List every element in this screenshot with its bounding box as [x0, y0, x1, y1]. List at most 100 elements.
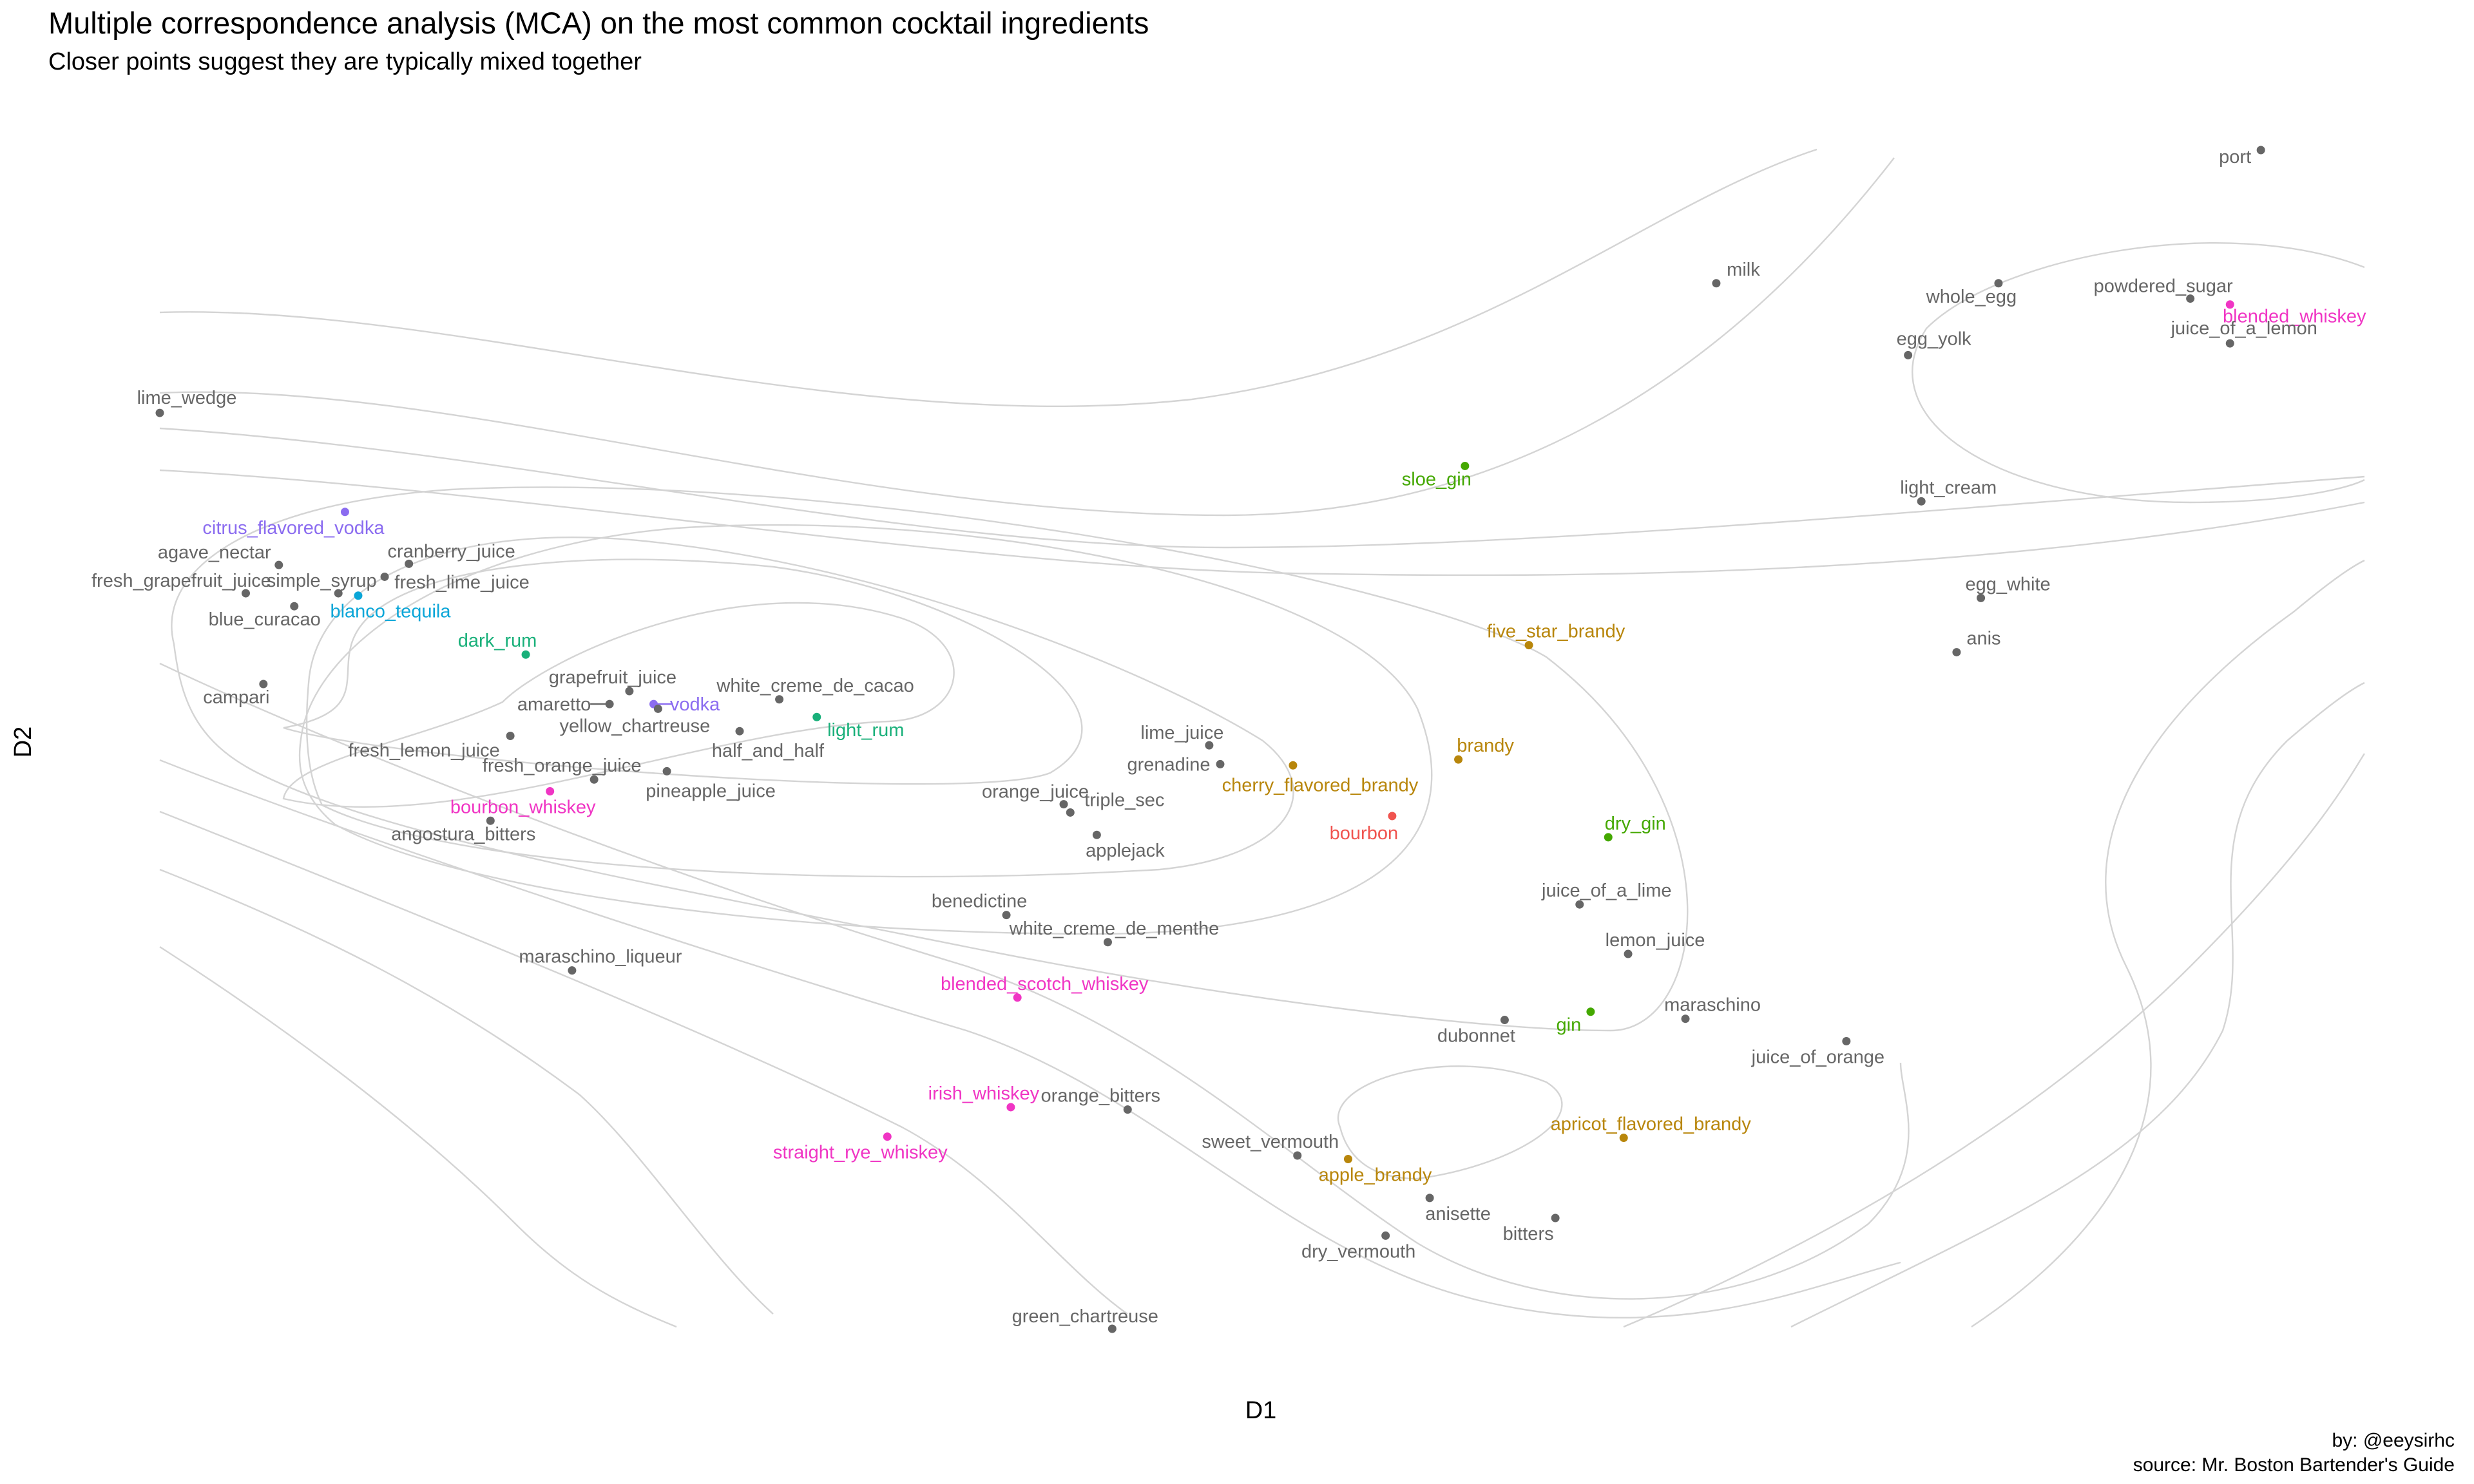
- point-apricot-flavored-brandy: apricot_flavored_brandy: [1551, 1114, 1751, 1143]
- point-label: sloe_gin: [1402, 469, 1472, 490]
- points-layer: port milk whole_egg powdered_sugar blended_w…: [91, 146, 2366, 1333]
- point-maraschino: maraschino: [1664, 995, 1761, 1023]
- chart-subtitle: Closer points suggest they are typically…: [48, 48, 642, 75]
- contour-line: [159, 157, 1895, 517]
- point-marker: [274, 560, 283, 569]
- point-label: juice_of_a_lime: [1541, 880, 1672, 901]
- point-lime-wedge: lime_wedge: [137, 388, 236, 417]
- point-marker: [1712, 279, 1721, 288]
- point-marker: [735, 727, 744, 736]
- point-label: irish_whiskey: [928, 1083, 1040, 1104]
- point-label: maraschino_liqueur: [519, 947, 682, 967]
- contour-line: [159, 759, 1901, 1319]
- point-label: light_cream: [1900, 477, 1997, 498]
- point-label: anisette: [1425, 1204, 1491, 1224]
- point-marker: [605, 699, 614, 709]
- point-label: orange_bitters: [1041, 1086, 1160, 1107]
- point-light-cream: light_cream: [1900, 477, 1997, 506]
- point-label: pineapple_juice: [646, 781, 776, 801]
- point-marker: [290, 602, 299, 611]
- caption-source: source: Mr. Boston Bartender's Guide: [2133, 1454, 2455, 1476]
- point-juice-of-a-lime: juice_of_a_lime: [1541, 880, 1672, 909]
- point-marker: [1013, 993, 1022, 1002]
- point-simple-syrup: simple_syrup: [267, 571, 377, 598]
- point-label: egg_white: [1965, 574, 2050, 595]
- point-label: bourbon_whiskey: [450, 797, 596, 818]
- point-marker: [1461, 461, 1470, 470]
- point-marker: [1575, 900, 1584, 909]
- point-light-rum: light_rum: [812, 712, 904, 741]
- point-amaretto: amaretto: [517, 694, 614, 715]
- point-marker: [486, 816, 495, 825]
- point-label: sweet_vermouth: [1202, 1132, 1339, 1152]
- point-marker: [155, 408, 164, 417]
- point-sloe-gin: sloe_gin: [1402, 461, 1472, 490]
- contour-line: [1971, 559, 2365, 1327]
- point-label: citrus_flavored_vodka: [202, 518, 385, 538]
- point-label: applejack: [1086, 841, 1165, 861]
- point-label: yellow_chartreuse: [560, 716, 711, 736]
- point-dubonnet: dubonnet: [1437, 1016, 1515, 1047]
- point-fresh-lemon-juice: fresh_lemon_juice: [348, 732, 515, 761]
- point-label: blended_scotch_whiskey: [941, 974, 1149, 994]
- contour-line: [298, 524, 1433, 935]
- point-egg-yolk: egg_yolk: [1897, 328, 1971, 359]
- caption-author: by: @eeysirhc: [2332, 1430, 2455, 1451]
- point-marker: [354, 591, 363, 600]
- point-label: dubonnet: [1437, 1026, 1515, 1047]
- point-five-star-brandy: five_star_brandy: [1487, 622, 1625, 650]
- point-label: maraschino: [1664, 995, 1761, 1016]
- contour-line: [1338, 1065, 1563, 1180]
- point-marker: [1917, 497, 1926, 506]
- point-bourbon: bourbon: [1330, 812, 1398, 844]
- point-irish-whiskey: irish_whiskey: [928, 1083, 1040, 1112]
- point-sweet-vermouth: sweet_vermouth: [1202, 1132, 1339, 1160]
- point-marker: [506, 732, 515, 741]
- point-juice-of-orange: juice_of_orange: [1751, 1036, 1884, 1067]
- point-anisette: anisette: [1425, 1194, 1491, 1224]
- point-marker: [1002, 911, 1011, 920]
- point-marker: [2256, 146, 2265, 155]
- x-axis-title: D1: [1245, 1397, 1277, 1424]
- point-cherry-flavored-brandy: cherry_flavored_brandy: [1222, 761, 1419, 795]
- point-dark-rum: dark_rum: [458, 631, 537, 659]
- point-fresh-grapefruit-juice: fresh_grapefruit_juice: [91, 571, 271, 598]
- contour-line: [159, 946, 677, 1328]
- point-marker: [1092, 830, 1101, 839]
- point-bourbon-whiskey: bourbon_whiskey: [450, 787, 596, 818]
- point-marker: [1425, 1194, 1434, 1203]
- point-label: light_rum: [827, 720, 904, 741]
- point-marker: [1381, 1231, 1390, 1240]
- point-powdered-sugar: powdered_sugar: [2094, 276, 2233, 303]
- point-bitters: bitters: [1503, 1213, 1560, 1244]
- point-label: agave_nectar: [158, 542, 271, 563]
- point-marker: [1059, 800, 1068, 809]
- point-grapefruit-juice: grapefruit_juice: [549, 667, 676, 696]
- point-label: juice_of_orange: [1751, 1047, 1884, 1067]
- point-anis: anis: [1952, 629, 2001, 657]
- point-marker: [1205, 741, 1214, 750]
- point-marker: [1289, 761, 1298, 770]
- point-marker: [1604, 833, 1613, 842]
- point-label: bitters: [1503, 1224, 1554, 1244]
- point-marker: [2225, 339, 2234, 348]
- point-lime-juice: lime_juice: [1140, 723, 1223, 750]
- point-label: fresh_lime_juice: [394, 572, 530, 593]
- point-label: blue_curacao: [209, 609, 321, 630]
- point-port: port: [2219, 146, 2265, 167]
- point-pineapple-juice: pineapple_juice: [646, 766, 776, 801]
- point-label: milk: [1727, 260, 1760, 280]
- point-fresh-orange-juice: fresh_orange_juice: [483, 756, 641, 784]
- point-gin: gin: [1557, 1007, 1595, 1036]
- point-blue-curacao: blue_curacao: [209, 602, 321, 630]
- contour-line: [159, 469, 2365, 576]
- point-marker: [241, 589, 250, 598]
- point-dry-vermouth: dry_vermouth: [1301, 1231, 1415, 1262]
- point-half-and-half: half_and_half: [712, 727, 825, 761]
- point-maraschino-liqueur: maraschino_liqueur: [519, 947, 682, 975]
- point-marker: [568, 966, 577, 975]
- point-label: whole_egg: [1926, 287, 2017, 307]
- point-label: dry_vermouth: [1301, 1241, 1415, 1262]
- point-label: orange_juice: [982, 782, 1089, 803]
- point-egg-white: egg_white: [1965, 574, 2051, 602]
